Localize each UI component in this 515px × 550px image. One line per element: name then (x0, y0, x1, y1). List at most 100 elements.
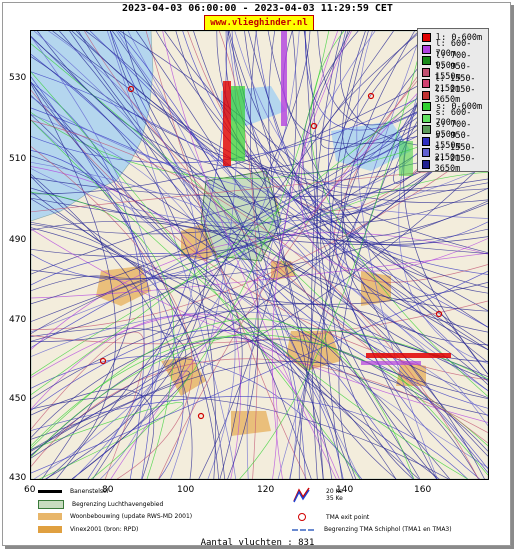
flight-track (31, 228, 488, 423)
flight-track (311, 31, 343, 479)
legend-item: s: 950-1550m (422, 131, 488, 151)
flight-track (31, 396, 468, 479)
flight-track (31, 182, 488, 322)
flight-track (92, 31, 311, 479)
flight-track (31, 43, 488, 476)
tma-exit-marker (435, 310, 443, 318)
flight-track (298, 31, 488, 238)
flight-track (31, 35, 488, 381)
y-tick-430: 430 (9, 473, 27, 483)
flight-track (31, 161, 488, 427)
noise-contour-icon (293, 487, 310, 503)
legend-swatch (422, 79, 430, 88)
legend-swatch (422, 90, 430, 100)
legend-item: l: 2150-3650m (422, 85, 488, 105)
flight-track (48, 31, 197, 479)
flight-track (31, 150, 154, 479)
flight-track (319, 31, 438, 479)
map-canvas (31, 31, 488, 479)
flight-track (136, 31, 421, 479)
flight-track (31, 303, 488, 400)
flight-track (122, 31, 488, 244)
flight-track (31, 54, 415, 479)
flight-track (31, 177, 488, 198)
legend-label: s: 700-950m (435, 119, 472, 140)
legend-label: l: 950-1550m (435, 62, 471, 82)
flight-track (31, 71, 488, 382)
flight-track (239, 31, 426, 479)
legend-item: s: 0-600m (422, 101, 482, 112)
vinex-swatch (38, 526, 62, 533)
x-tick-120: 120 (257, 485, 275, 495)
flight-track (289, 31, 318, 479)
flight-track (310, 31, 488, 397)
flight-track (31, 71, 361, 479)
flight-track (31, 36, 162, 479)
legend-tma-boundary-label: Begrenzing TMA Schiphol (TMA1 en TMA3) (324, 526, 452, 533)
legend-label: l: 600-700m (435, 39, 472, 59)
legend-housing-label: Woonbebouwing (update RWS-MD 2001) (70, 513, 193, 520)
housing-swatch (38, 513, 62, 520)
flight-track (227, 31, 324, 479)
flight-track (31, 165, 488, 213)
flight-track (193, 31, 488, 333)
flight-track (118, 31, 306, 479)
legend-item: l: 950-1550m (422, 62, 488, 82)
flight-track (31, 81, 488, 399)
map-legend: Banenstelsel Begrenzing Luchthavengebied… (30, 481, 487, 540)
flight-track (31, 388, 155, 479)
runway-bundles (223, 31, 451, 365)
flight-track (31, 114, 220, 479)
noise-label-35ke: 35 Ke (326, 495, 343, 502)
legend-noise-contours: 20 Ke 35 Ke (292, 487, 343, 503)
flight-track (158, 31, 461, 479)
flight-track (31, 159, 488, 440)
flight-track (31, 174, 193, 479)
legend-label: l: 1550-2150m (434, 73, 476, 94)
y-tick-470: 470 (9, 315, 27, 325)
flight-track (31, 274, 243, 479)
flight-track (31, 339, 479, 479)
y-tick-510: 510 (9, 154, 27, 164)
flight-track (33, 31, 297, 479)
flight-track (31, 107, 488, 328)
tma-boundary-swatch (292, 528, 314, 531)
flight-track (271, 31, 352, 479)
flight-track (31, 270, 488, 474)
tma-exit-marker (197, 412, 205, 420)
flight-track (31, 82, 420, 479)
brand-badge[interactable]: www.vlieghinder.nl (204, 15, 314, 31)
flight-track (31, 275, 132, 479)
flight-track (31, 96, 488, 219)
flight-track (31, 223, 226, 479)
flight-track (31, 328, 488, 458)
tma-exit-icon (298, 513, 306, 521)
flight-track (31, 119, 468, 479)
legend-tma-exit: TMA exit point (298, 513, 369, 521)
flight-track (31, 252, 488, 299)
flight-track (59, 31, 312, 479)
flight-track (31, 114, 236, 479)
flight-track (31, 176, 488, 305)
flight-track (106, 31, 237, 479)
flight-track (110, 31, 488, 409)
flight-track (31, 331, 145, 479)
legend-label: s: 950-1550m (435, 131, 471, 151)
flight-track (31, 187, 488, 246)
flight-track (31, 220, 485, 479)
flight-track (356, 31, 438, 479)
y-tick-450: 450 (9, 394, 27, 404)
flight-track (90, 31, 330, 479)
flight-track (31, 227, 397, 479)
flight-track (31, 395, 449, 479)
flight-track (31, 119, 488, 469)
legend-swatch (422, 113, 431, 123)
tma-exit-marker (310, 122, 318, 130)
flight-track (78, 31, 488, 223)
flight-track (31, 36, 488, 192)
legend-swatch (422, 125, 431, 134)
legend-airport-label: Begrenzing Luchthavengebied (72, 501, 164, 508)
legend-vinex: Vinex2001 (bron: RPD) (38, 526, 138, 533)
flight-track (116, 31, 488, 391)
legend-label: s: 0-600m (436, 101, 483, 112)
